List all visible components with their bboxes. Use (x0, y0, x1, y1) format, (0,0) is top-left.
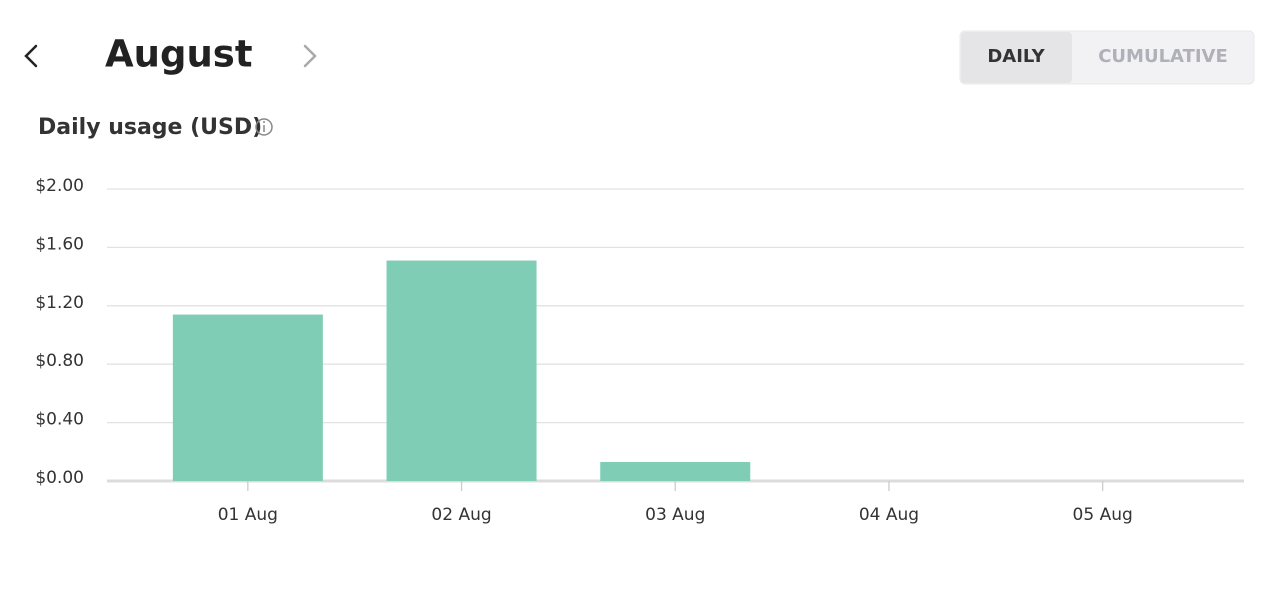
toggle-cumulative[interactable]: CUMULATIVE (1098, 46, 1228, 67)
info-icon[interactable] (255, 118, 273, 136)
y-tick-label: $0.40 (35, 410, 84, 430)
y-tick-label: $1.20 (35, 293, 84, 313)
x-tick-label: 03 Aug (645, 505, 705, 525)
bar (600, 462, 751, 481)
x-tick-label: 02 Aug (431, 505, 491, 525)
month-title: August (105, 33, 253, 76)
y-tick-label: $0.00 (35, 468, 84, 488)
x-tick-label: 01 Aug (218, 505, 278, 525)
y-tick-label: $0.80 (35, 351, 84, 371)
x-tick-label: 04 Aug (859, 505, 919, 525)
toggle-daily[interactable]: DAILY (961, 32, 1072, 83)
next-month[interactable] (303, 44, 317, 68)
y-tick-label: $2.00 (35, 176, 84, 196)
prev-month[interactable] (24, 44, 38, 68)
bar (386, 260, 537, 481)
chart-title: Daily usage (USD) (38, 115, 262, 140)
x-tick-label: 05 Aug (1073, 505, 1133, 525)
toggle-label: DAILY (987, 46, 1045, 67)
y-tick-label: $1.60 (35, 234, 84, 254)
toggle-daily-bg (961, 32, 1072, 83)
bar (172, 314, 323, 481)
info-circle (255, 118, 273, 136)
info-dot (263, 121, 265, 123)
